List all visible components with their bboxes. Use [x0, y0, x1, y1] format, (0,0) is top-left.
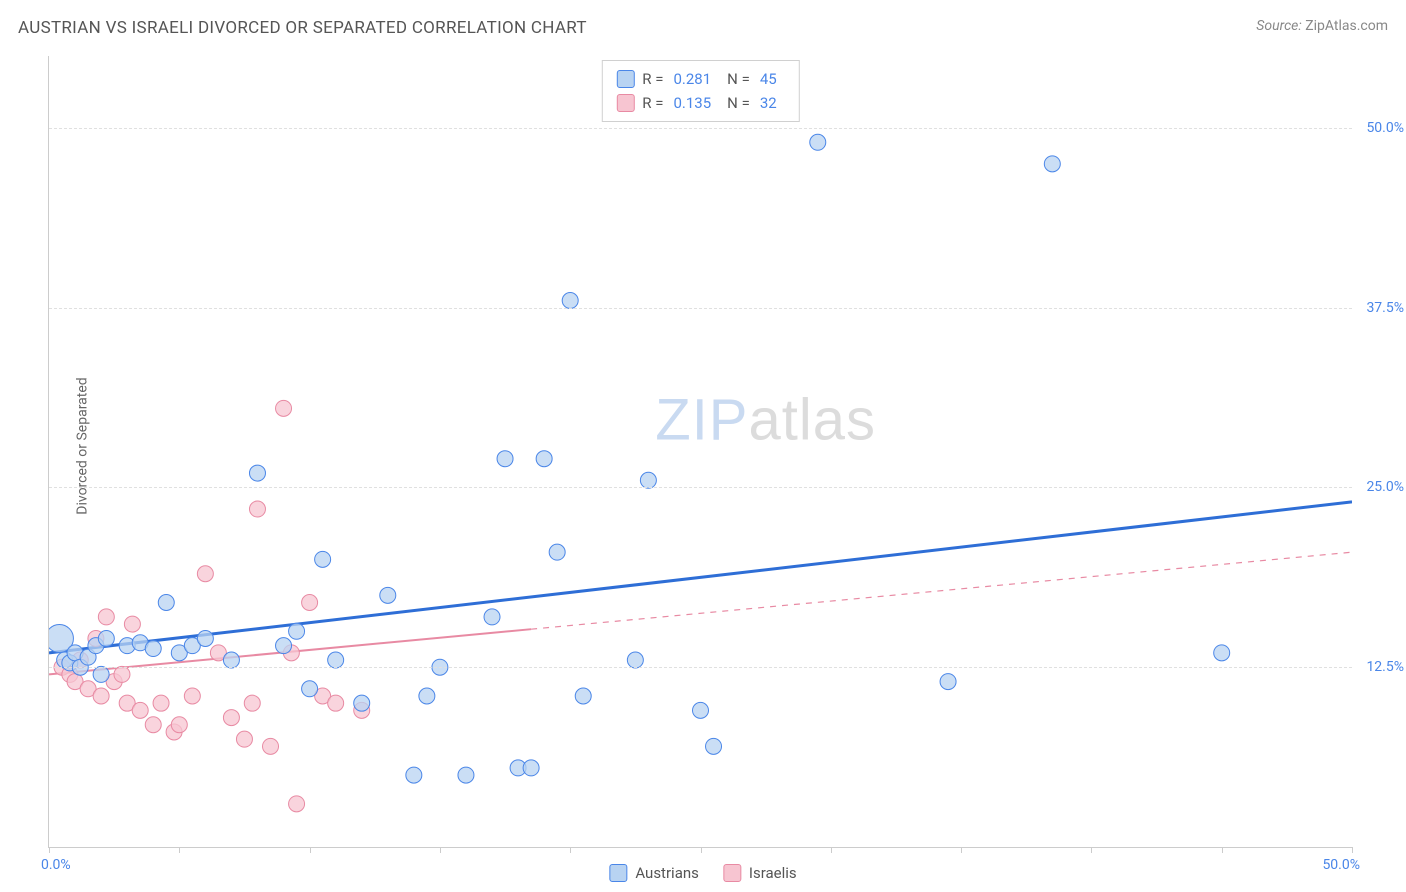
grid-line	[49, 128, 1352, 129]
swatch-israelis-icon	[723, 864, 741, 882]
legend-item-israelis: Israelis	[723, 864, 797, 882]
source-label: Source:	[1256, 18, 1301, 34]
y-tick-label: 12.5%	[1366, 659, 1404, 675]
source-value: ZipAtlas.com	[1305, 18, 1388, 34]
x-tick	[179, 847, 180, 853]
x-tick-label: 50.0%	[1322, 857, 1360, 873]
y-tick-label: 37.5%	[1366, 300, 1404, 316]
x-tick	[570, 847, 571, 853]
legend-item-austrians: Austrians	[609, 864, 699, 882]
x-tick	[831, 847, 832, 853]
legend-label-israelis: Israelis	[749, 864, 797, 882]
x-tick	[701, 847, 702, 853]
x-tick	[961, 847, 962, 853]
x-tick	[310, 847, 311, 853]
x-tick	[1222, 847, 1223, 853]
y-tick-label: 25.0%	[1366, 479, 1404, 495]
x-tick	[1091, 847, 1092, 853]
plot-svg	[49, 56, 1352, 847]
swatch-austrians-icon	[609, 864, 627, 882]
grid-line	[49, 308, 1352, 309]
grid-line	[49, 487, 1352, 488]
x-tick	[1352, 847, 1353, 853]
x-tick-label: 0.0%	[41, 857, 71, 873]
y-tick-label: 50.0%	[1366, 120, 1404, 136]
x-tick	[49, 847, 50, 853]
scatter-plot: ZIPatlas R = 0.281 N = 45 R = 0.135 N = …	[48, 56, 1352, 848]
source-attribution: Source: ZipAtlas.com	[1256, 18, 1388, 34]
chart-title: AUSTRIAN VS ISRAELI DIVORCED OR SEPARATE…	[18, 18, 587, 38]
x-tick	[440, 847, 441, 853]
legend: Austrians Israelis	[609, 864, 796, 882]
legend-label-austrians: Austrians	[635, 864, 699, 882]
grid-line	[49, 667, 1352, 668]
